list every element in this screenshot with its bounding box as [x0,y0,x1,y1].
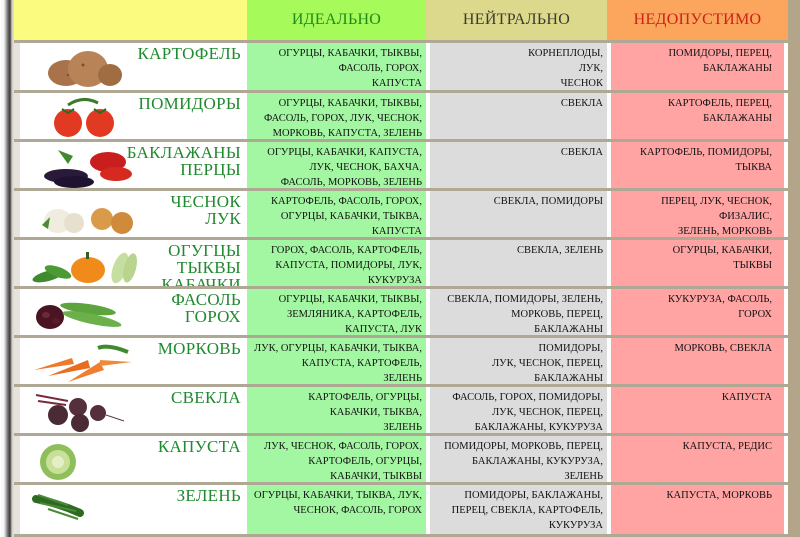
vegetable-name: КАПУСТА [157,437,241,456]
unacceptable-neighbors: ПЕРЕЦ, ЛУК, ЧЕСНОК, ФИЗАЛИС, ЗЕЛЕНЬ, МОР… [607,191,788,237]
table-row: ПОМИДОРЫ ОГУРЦЫ, КАБАЧКИ, ТЫКВЫ, ФАСОЛЬ,… [14,90,788,139]
unacceptable-neighbors: КАРТОФЕЛЬ, ПЕРЕЦ, БАКЛАЖАНЫ [607,93,788,139]
vegetable-name: МОРКОВЬ [157,339,241,358]
neutral-neighbors: СВЕКЛА [426,142,607,188]
carrot-image [34,344,132,382]
eggplant-pepper-image [44,150,132,188]
beans-peas-image [36,302,122,329]
table-row: БАКЛАЖАНЫ ПЕРЦЫ ОГУРЦЫ, КАБАЧКИ, КАПУСТА… [14,139,788,188]
tomato-image [54,98,114,137]
table-row: КАРТОФЕЛЬ ОГУРЦЫ, КАБАЧКИ, ТЫКВЫ, ФАСОЛЬ… [14,40,788,90]
neutral-neighbors: СВЕКЛА [426,93,607,139]
frame-right-edge [788,0,800,537]
header-ideal: ИДЕАЛЬНО [247,0,426,40]
ideal-neighbors: ОГУРЦЫ, КАБАЧКИ, КАПУСТА, ЛУК, ЧЕСНОК, Б… [247,142,426,188]
header-unacceptable: НЕДОПУСТИМО [607,0,788,40]
vegetable-name: БАКЛАЖАНЫ ПЕРЦЫ [126,143,241,179]
vegetable-cell: ФАСОЛЬ ГОРОХ [14,289,247,335]
unacceptable-neighbors: КАПУСТА, РЕДИС [607,436,788,482]
frame-left-edge [0,0,14,537]
ideal-neighbors: ОГУРЦЫ, КАБАЧКИ, ТЫКВЫ, ФАСОЛЬ, ГОРОХ, К… [247,43,426,90]
ideal-neighbors: ГОРОХ, ФАСОЛЬ, КАРТОФЕЛЬ, КАПУСТА, ПОМИД… [247,240,426,286]
vegetable-cell: МОРКОВЬ [14,338,247,384]
ideal-neighbors: ЛУК, ЧЕСНОК, ФАСОЛЬ, ГОРОХ, КАРТОФЕЛЬ, О… [247,436,426,482]
neutral-neighbors: СВЕКЛА, ЗЕЛЕНЬ [426,240,607,286]
companion-planting-table: КАРТОФЕЛЬ ОГУРЦЫ, КАБАЧКИ, ТЫКВЫ, ФАСОЛЬ… [14,40,788,537]
ideal-neighbors: ОГУРЦЫ, КАБАЧКИ, ТЫКВЫ, ЗЕМЛЯНИКА, КАРТО… [247,289,426,335]
vegetable-name: ЗЕЛЕНЬ [176,486,241,505]
ideal-neighbors: ЛУК, ОГУРЦЫ, КАБАЧКИ, ТЫКВА, КАПУСТА, КА… [247,338,426,384]
neutral-neighbors: ПОМИДОРЫ, МОРКОВЬ, ПЕРЕЦ, БАКЛАЖАНЫ, КУК… [426,436,607,482]
header-neutral: НЕЙТРАЛЬНО [426,0,607,40]
unacceptable-neighbors: КАРТОФЕЛЬ, ПОМИДОРЫ, ТЫКВА [607,142,788,188]
vegetable-cell: ПОМИДОРЫ [14,93,247,139]
beet-image [35,394,125,432]
vegetable-cell: БАКЛАЖАНЫ ПЕРЦЫ [14,142,247,188]
table-row: ЗЕЛЕНЬ ОГУРЦЫ, КАБАЧКИ, ТЫКВА, ЛУК, ЧЕСН… [14,482,788,534]
vegetable-cell: КАРТОФЕЛЬ [14,43,247,90]
vegetable-name: КАРТОФЕЛЬ [137,44,241,63]
garlic-onion-image [42,208,133,234]
table-row: ЧЕСНОК ЛУК КАРТОФЕЛЬ, ФАСОЛЬ, ГОРОХ, ОГУ… [14,188,788,237]
vegetable-name: СВЕКЛА [170,388,241,407]
neutral-neighbors: СВЕКЛА, ПОМИДОРЫ, ЗЕЛЕНЬ, МОРКОВЬ, ПЕРЕЦ… [426,289,607,335]
unacceptable-neighbors: КАПУСТА, МОРКОВЬ [607,485,788,534]
neutral-neighbors: СВЕКЛА, ПОМИДОРЫ [426,191,607,237]
table-row: СВЕКЛА КАРТОФЕЛЬ, ОГУРЦЫ, КАБАЧКИ, ТЫКВА… [14,384,788,433]
vegetable-cell: СВЕКЛА [14,387,247,433]
vegetable-name: ПОМИДОРЫ [138,94,241,113]
vegetable-cell: КАПУСТА [14,436,247,482]
unacceptable-neighbors: МОРКОВЬ, СВЕКЛА [607,338,788,384]
neutral-neighbors: ФАСОЛЬ, ГОРОХ, ПОМИДОРЫ, ЛУК, ЧЕСНОК, ПЕ… [426,387,607,433]
unacceptable-neighbors: ПОМИДОРЫ, ПЕРЕЦ, БАКЛАЖАНЫ [607,43,788,90]
table-header: ИДЕАЛЬНО НЕЙТРАЛЬНО НЕДОПУСТИМО [14,0,788,40]
table-row: ФАСОЛЬ ГОРОХ ОГУРЦЫ, КАБАЧКИ, ТЫКВЫ, ЗЕМ… [14,286,788,335]
unacceptable-neighbors: ОГУРЦЫ, КАБАЧКИ, ТЫКВЫ [607,240,788,286]
vegetable-cell: ОГУГЦЫ ТЫКВЫ КАБАЧКИ [14,240,247,293]
vegetable-name: ОГУГЦЫ ТЫКВЫ КАБАЧКИ [161,241,241,294]
ideal-neighbors: КАРТОФЕЛЬ, ФАСОЛЬ, ГОРОХ, ОГУРЦЫ, КАБАЧК… [247,191,426,237]
table-bottom-border [14,534,788,537]
vegetable-name: ЧЕСНОК ЛУК [170,192,241,228]
cabbage-image [40,444,76,480]
header-blank-cell [14,0,247,40]
table-row: ОГУГЦЫ ТЫКВЫ КАБАЧКИ ГОРОХ, ФАСОЛЬ, КАРТ… [14,237,788,293]
unacceptable-neighbors: КАПУСТА [607,387,788,433]
unacceptable-neighbors: КУКУРУЗА, ФАСОЛЬ, ГОРОХ [607,289,788,335]
table-row: МОРКОВЬ ЛУК, ОГУРЦЫ, КАБАЧКИ, ТЫКВА, КАП… [14,335,788,384]
neutral-neighbors: КОРНЕПЛОДЫ, ЛУК, ЧЕСНОК [426,43,607,90]
table-row: КАПУСТА ЛУК, ЧЕСНОК, ФАСОЛЬ, ГОРОХ, КАРТ… [14,433,788,482]
dill-image [32,494,84,520]
vegetable-name: ФАСОЛЬ ГОРОХ [171,290,241,326]
vegetable-cell: ЗЕЛЕНЬ [14,485,247,534]
ideal-neighbors: ОГУРЦЫ, КАБАЧКИ, ТЫКВЫ, ФАСОЛЬ, ГОРОХ, Л… [247,93,426,139]
neutral-neighbors: ПОМИДОРЫ, БАКЛАЖАНЫ, ПЕРЕЦ, СВЕКЛА, КАРТ… [426,485,607,534]
vegetable-cell: ЧЕСНОК ЛУК [14,191,247,237]
ideal-neighbors: ОГУРЦЫ, КАБАЧКИ, ТЫКВА, ЛУК, ЧЕСНОК, ФАС… [247,485,426,534]
potato-image [48,51,122,87]
neutral-neighbors: ПОМИДОРЫ, ЛУК, ЧЕСНОК, ПЕРЕЦ, БАКЛАЖАНЫ [426,338,607,384]
cucumber-pumpkin-zucchini-image [32,252,137,284]
ideal-neighbors: КАРТОФЕЛЬ, ОГУРЦЫ, КАБАЧКИ, ТЫКВА, ЗЕЛЕН… [247,387,426,433]
